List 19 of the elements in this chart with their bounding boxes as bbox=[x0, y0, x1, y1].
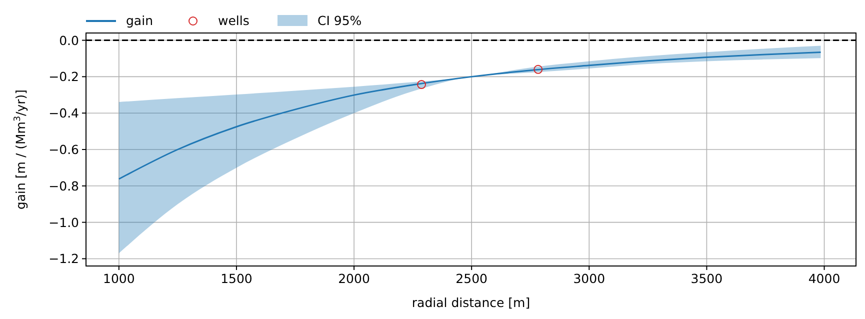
x-tick-label: 3000 bbox=[573, 271, 606, 286]
text: CI 95% bbox=[318, 13, 362, 28]
y-tick-label: −0.4 bbox=[48, 106, 80, 121]
x-tick-label: 1000 bbox=[103, 271, 135, 286]
y-tick-label: −0.8 bbox=[48, 178, 80, 194]
y-tick-label: −0.2 bbox=[48, 69, 79, 84]
y-tick-label: −1.2 bbox=[48, 251, 79, 266]
y-tick-label: 0.0 bbox=[59, 32, 80, 48]
legend-label: wells bbox=[218, 13, 250, 28]
y-tick-label: −0.6 bbox=[48, 142, 80, 157]
x-tick-label: 3500 bbox=[690, 271, 723, 286]
x-tick-label: 4000 bbox=[808, 271, 840, 286]
x-tick-label: 2000 bbox=[338, 271, 370, 286]
x-axis-title: radial distance [m] bbox=[412, 295, 530, 310]
x-tick-label: 2500 bbox=[456, 271, 488, 286]
legend-label: gain bbox=[126, 13, 153, 28]
x-tick-label: 1500 bbox=[220, 271, 252, 286]
line-series bbox=[118, 52, 822, 180]
y-tick-label: −1.0 bbox=[48, 214, 80, 230]
